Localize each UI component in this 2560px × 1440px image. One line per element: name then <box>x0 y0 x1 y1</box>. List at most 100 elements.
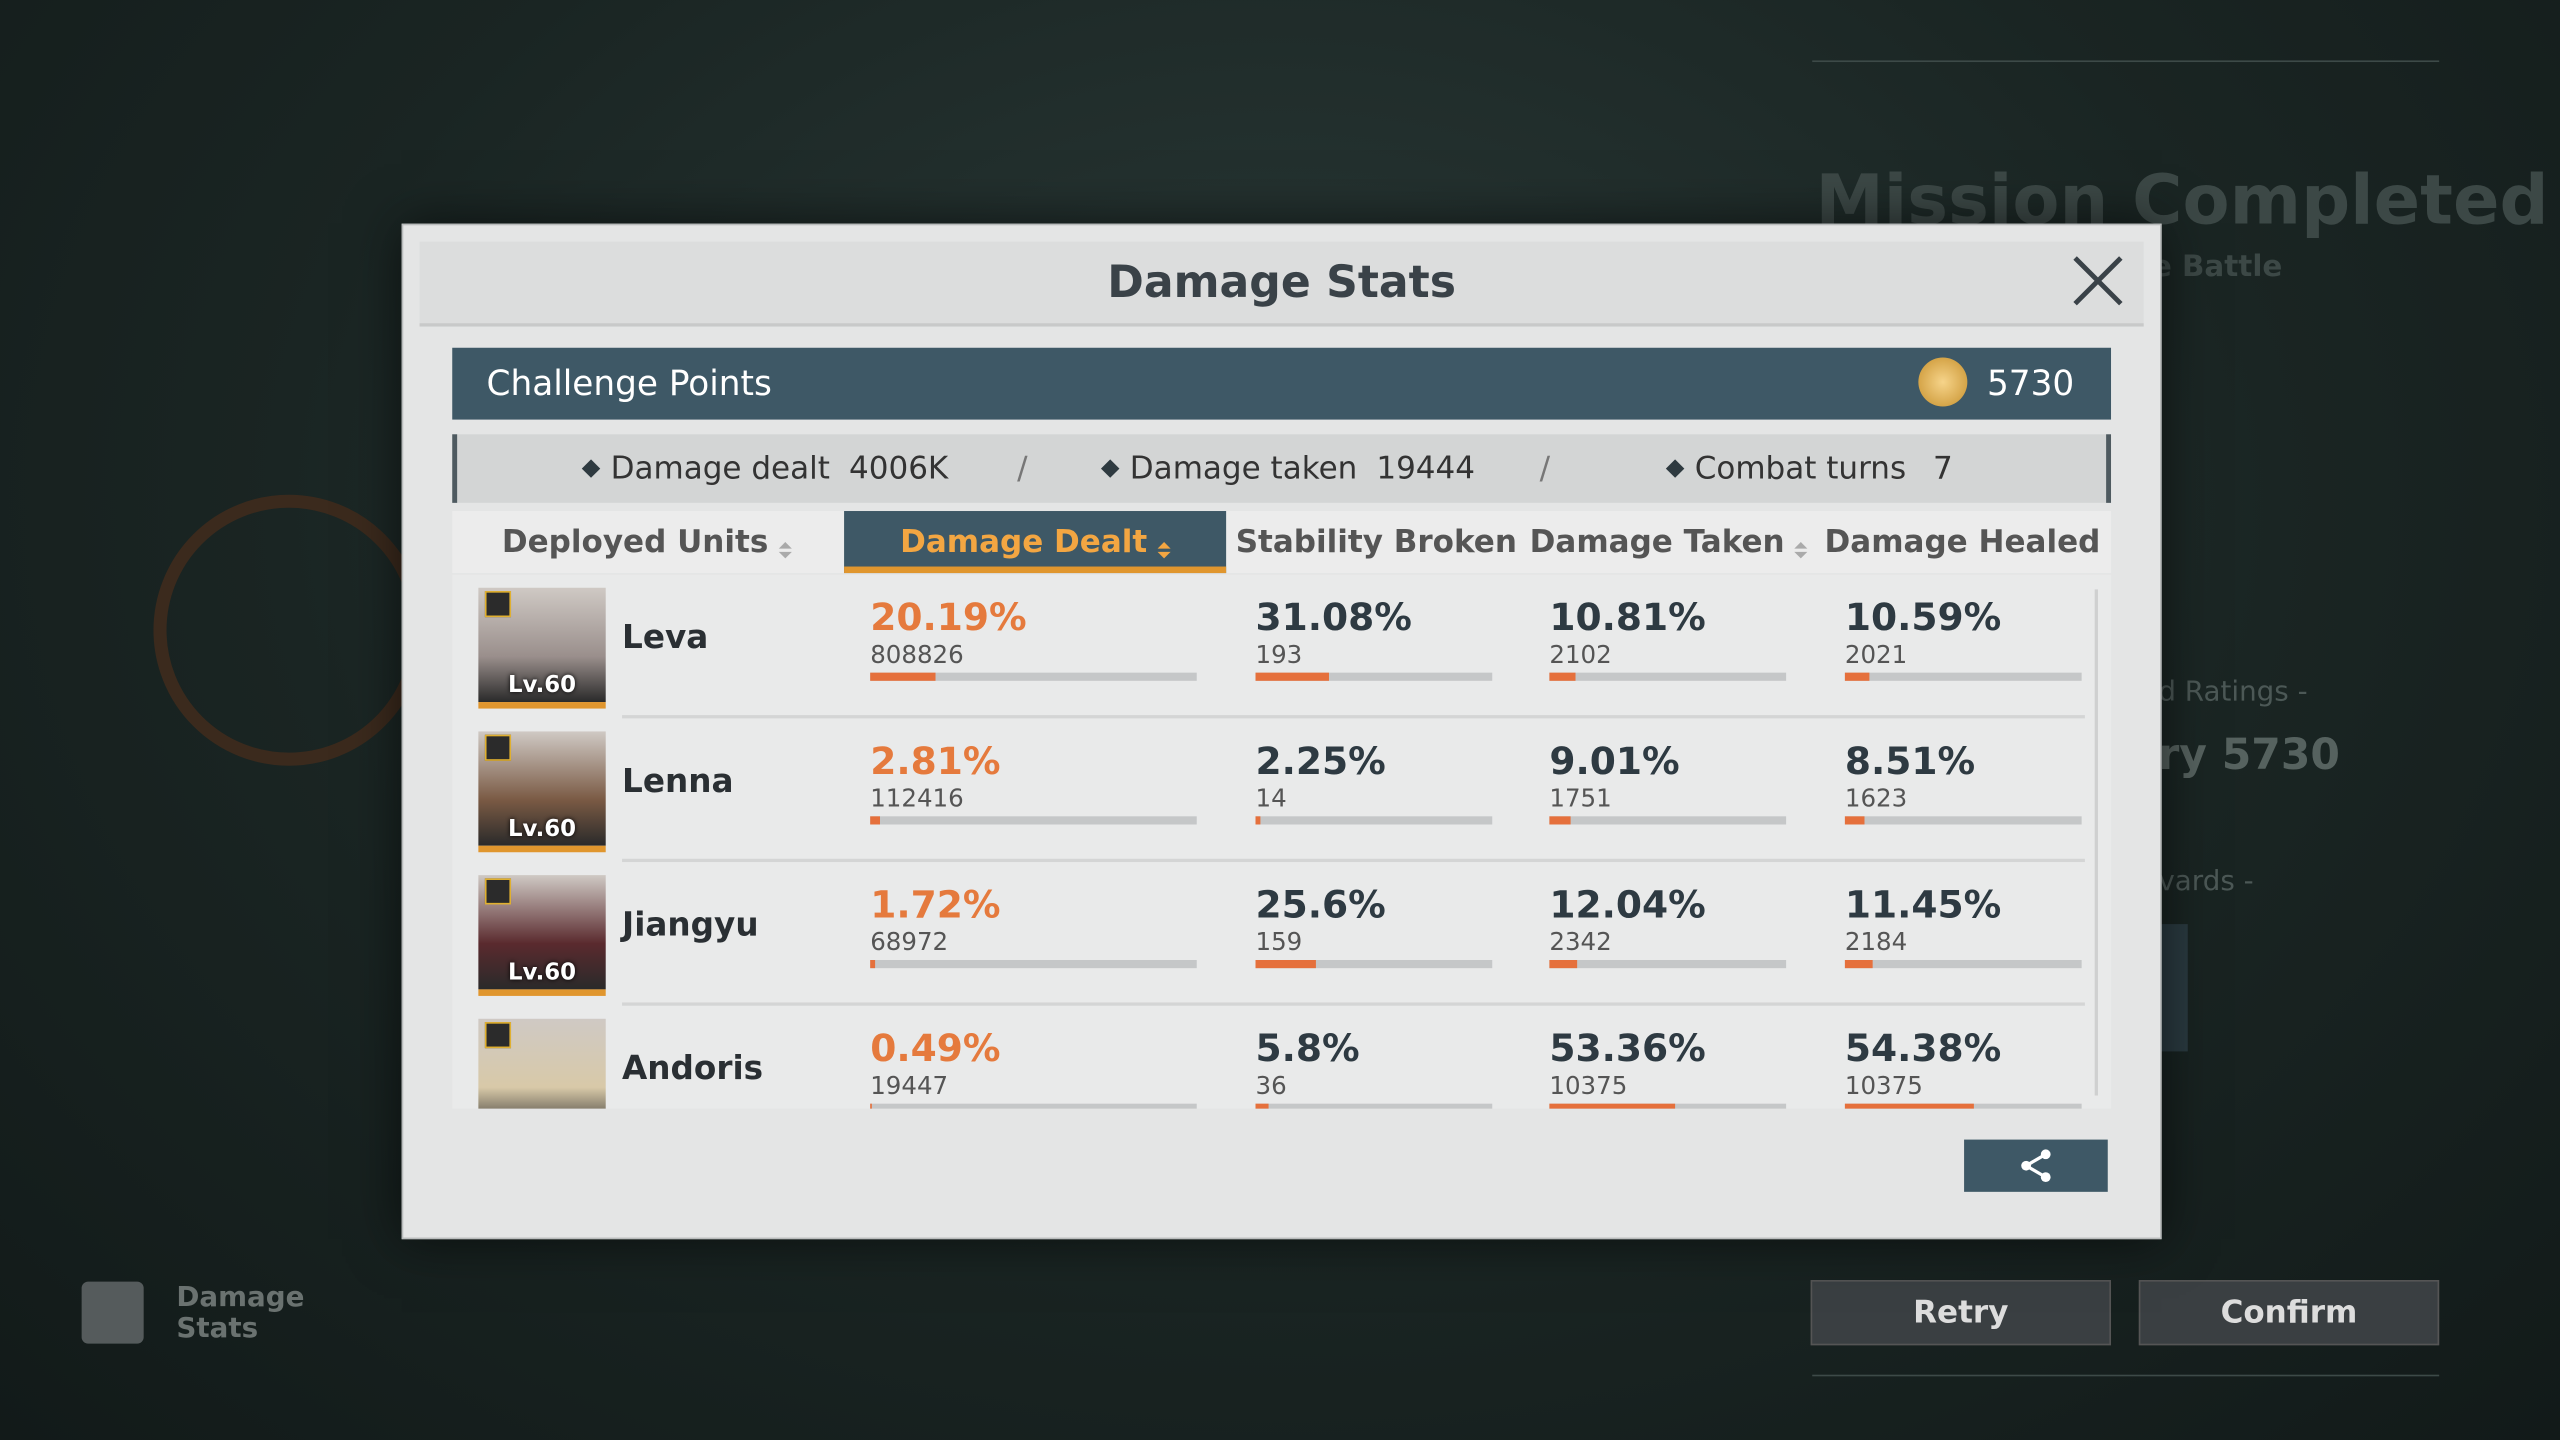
column-header[interactable]: Damage Healed <box>1817 511 2108 621</box>
stat-bar-track <box>870 816 1197 825</box>
stat-amount: 808826 <box>870 640 964 670</box>
unit-portrait: Lv.60 <box>478 587 606 709</box>
stat-bar-track <box>1844 672 2082 681</box>
column-header[interactable]: Deployed Units <box>452 511 841 573</box>
stat-bar <box>870 672 937 681</box>
stat-percent: 8.51% <box>1844 741 1976 784</box>
confirm-button[interactable]: Confirm <box>2138 1280 2440 1346</box>
unit-row: Lv.60 Jiangyu 1.72% 68972 25.6% 159 12.04% 2342… <box>452 862 2085 1006</box>
stat-percent: 5.8% <box>1255 1028 1360 1072</box>
summary-value: 19444 <box>1376 450 1476 487</box>
unit-name: Lenna <box>622 760 734 800</box>
element-icon <box>484 591 512 618</box>
unit-level: Lv.60 <box>507 816 577 843</box>
stat-amount: 2184 <box>1844 927 1908 957</box>
stat-amount: 68972 <box>870 927 949 957</box>
challenge-label: Challenge Points <box>486 364 772 404</box>
stat-amount: 2342 <box>1549 927 1612 957</box>
diamond-icon <box>1665 459 1685 478</box>
unit-portrait: Lv.60 <box>478 875 606 996</box>
stat-bar <box>1844 1103 1974 1109</box>
stat-percent: 25.6% <box>1255 884 1386 928</box>
diamond-icon <box>581 459 601 478</box>
stat-bar-track <box>1844 959 2082 969</box>
unit-name: Jiangyu <box>622 904 759 944</box>
stat-amount: 1623 <box>1844 783 1908 814</box>
stat-bar <box>1844 672 1870 681</box>
unit-portrait: Lv.60 <box>478 731 606 853</box>
stat-percent: 31.08% <box>1255 597 1412 640</box>
share-button[interactable] <box>1964 1139 2108 1192</box>
stat-bar <box>870 816 880 825</box>
summary-label: Damage taken <box>1129 450 1358 487</box>
row-divider <box>622 858 2085 863</box>
divider <box>1812 60 2440 63</box>
stat-bar-track <box>1549 672 1787 681</box>
column-headers: Deployed Units Damage Dealt Stability Brok… <box>452 511 2112 621</box>
stat-bar-track <box>870 1103 1197 1109</box>
stat-amount: 19447 <box>870 1071 949 1101</box>
dialog-header: Damage Stats <box>419 241 2144 327</box>
close-button[interactable] <box>2069 251 2128 310</box>
dialog: Damage Stats Challenge Points 5730 Damag… <box>401 223 2162 1240</box>
mission-subtitle: e Battle <box>2151 249 2283 285</box>
unit-row: Lv.60 Leva 20.19% 808826 31.08% 193 10.81% 2102… <box>452 575 2085 719</box>
challenge-value: 5730 <box>1986 364 2075 404</box>
stat-bar-track <box>1549 959 1787 969</box>
stat-amount: 10375 <box>1549 1071 1628 1101</box>
separator: / <box>1539 450 1551 487</box>
stat-bar-track <box>870 959 1197 969</box>
stat-bar-track <box>1255 959 1493 969</box>
stat-bar <box>870 1103 872 1109</box>
reward-card <box>2158 924 2188 1052</box>
stat-percent: 12.04% <box>1549 884 1706 928</box>
element-icon <box>484 1022 512 1049</box>
stat-bar-track <box>1844 816 2082 825</box>
stat-percent: 54.38% <box>1844 1028 2002 1072</box>
sort-icon <box>1157 542 1171 559</box>
column-title: Damage Healed <box>1824 524 2101 560</box>
stat-bar-track <box>1255 672 1493 681</box>
column-title: Stability Broken <box>1235 524 1517 560</box>
stat-bar-track <box>870 672 1197 681</box>
damage-stats-icon[interactable] <box>81 1281 144 1344</box>
stat-percent: 2.25% <box>1255 741 1386 784</box>
stat-percent: 20.19% <box>870 597 1027 640</box>
stat-percent: 53.36% <box>1549 1028 1706 1072</box>
stat-percent: 9.01% <box>1549 741 1680 784</box>
unit-name: Leva <box>622 617 709 657</box>
summary-value: 4006K <box>848 450 949 487</box>
stat-bar <box>1255 672 1330 681</box>
stat-amount: 159 <box>1255 927 1303 957</box>
element-icon <box>484 734 512 761</box>
rank-emblem <box>153 494 425 766</box>
unit-portrait <box>478 1018 606 1109</box>
stat-amount: 2021 <box>1844 640 1908 670</box>
column-header[interactable]: Damage Taken <box>1523 511 1814 573</box>
scrollbar <box>2094 589 2098 1096</box>
dialog-title: Damage Stats <box>1107 257 1456 309</box>
stat-amount: 112416 <box>870 783 964 814</box>
unit-row: Lv.60 Lenna 2.81% 112416 2.25% 14 9.01% 1751 8.5… <box>452 718 2085 863</box>
stat-percent: 10.81% <box>1549 597 1706 640</box>
stat-percent: 1.72% <box>870 884 1001 928</box>
column-title: Deployed Units <box>501 524 769 560</box>
stat-bar <box>1549 959 1578 969</box>
stat-bar-track <box>1844 1103 2082 1109</box>
divider <box>1812 1374 2440 1377</box>
separator: / <box>1017 450 1028 487</box>
retry-button[interactable]: Retry <box>1810 1280 2112 1346</box>
stat-bar-track <box>1549 816 1787 825</box>
column-header[interactable]: Stability Broken <box>1229 511 1523 621</box>
damage-stats-button[interactable]: Damage Stats <box>176 1281 305 1346</box>
summary-label: Damage dealt <box>610 450 830 487</box>
stat-percent: 0.49% <box>870 1028 1001 1072</box>
ratings-value: ry 5730 <box>2158 731 2340 781</box>
column-header[interactable]: Damage Dealt <box>844 511 1227 574</box>
stat-bar-track <box>1255 816 1493 825</box>
stat-amount: 14 <box>1255 783 1287 814</box>
sort-icon <box>1794 542 1808 559</box>
unit-level: Lv.60 <box>507 672 577 699</box>
